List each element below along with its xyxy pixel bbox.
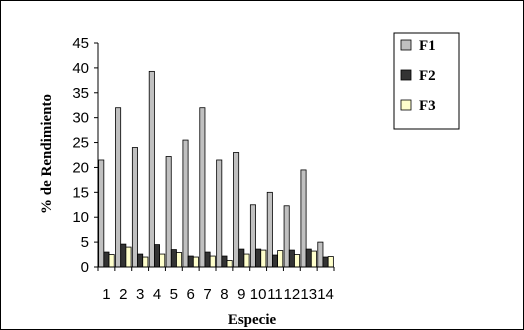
bar-F3-9 [243,253,250,268]
bar-F3-6 [192,256,199,268]
bar-F1-10 [249,204,256,268]
bar-F1-12 [283,205,290,268]
x-axis-title: Especie [228,312,277,328]
bar-F3-8 [226,260,233,268]
x-tick-labels: 1 2 3 4 5 6 7 8 9 10 11 12 13 14 [102,286,334,303]
bar-F3-11 [277,250,284,268]
bar-F2-3 [137,253,144,268]
bar-F3-3 [142,256,149,268]
x-tick-label: 11 [267,286,283,303]
legend-label-F2: F2 [419,68,436,84]
bar-F1-6 [182,139,189,268]
bar-F2-8 [221,255,228,268]
y-tick-label: 15 [72,184,89,201]
bar-F3-1 [108,254,115,268]
bar-F2-4 [153,244,160,268]
x-tick-label: 5 [170,286,178,303]
y-tick-label: 20 [72,159,89,176]
bar-F2-12 [288,249,295,268]
bar-F1-13 [300,169,307,268]
legend-swatch-F3 [400,99,412,111]
y-tick-label: 5 [81,234,89,251]
legend-swatch-F1 [400,39,412,51]
bar-F2-10 [255,248,262,268]
y-axis-title: % de Rendimiento [39,94,55,214]
y-tick-label: 25 [72,135,89,152]
x-tick-label: 8 [220,286,228,303]
bar-F1-4 [148,70,155,268]
bar-F3-13 [310,250,317,268]
x-tick-label: 3 [136,286,144,303]
x-tick-label: 13 [300,286,317,303]
y-tick-label: 35 [72,85,89,102]
bar-F2-11 [271,254,278,268]
legend: F1 F2 F3 [393,32,460,130]
y-tick-label: 0 [81,259,89,276]
bar-F3-7 [209,255,216,268]
legend-label-F1: F1 [419,38,436,54]
y-tick-labels: 0 5 10 15 20 25 30 35 40 45 [72,35,89,276]
axes [94,42,335,271]
x-tick-label: 7 [203,286,211,303]
legend-swatch-F2 [400,69,412,81]
x-tick-label: 9 [237,286,245,303]
bar-F2-7 [204,251,211,268]
bar-F1-7 [199,107,206,268]
x-tick-label: 14 [317,286,334,303]
bars [98,70,334,268]
y-tick-label: 45 [72,35,89,52]
bar-F1-3 [131,147,138,268]
bar-F2-5 [170,249,177,268]
x-tick-label: 2 [119,286,127,303]
y-tick-label: 30 [72,110,89,127]
bar-F3-10 [260,249,267,268]
legend-label-F3: F3 [419,98,436,114]
bar-F1-9 [233,152,240,268]
bar-F1-5 [165,156,172,268]
y-tick-label: 10 [72,209,89,226]
bar-F1-2 [115,107,122,268]
x-tick-label: 6 [187,286,195,303]
bar-F1-11 [266,191,273,268]
bar-F3-2 [125,246,132,268]
x-tick-label: 12 [284,286,301,303]
bar-F2-14 [322,256,329,268]
bar-F3-14 [327,256,334,268]
x-tick-label: 4 [153,286,161,303]
bar-F2-2 [120,243,127,268]
bar-F2-9 [238,248,245,268]
bar-F2-6 [187,255,194,268]
bar-F2-13 [305,248,312,268]
y-tick-label: 40 [72,60,89,77]
x-tick-label: 1 [102,286,110,303]
bar-F1-14 [317,241,324,268]
bar-F1-1 [98,159,105,268]
bar-F3-5 [176,252,183,268]
x-tick-label: 10 [250,286,267,303]
bar-F2-1 [103,251,110,268]
bar-F1-8 [216,159,223,268]
bar-F3-4 [159,253,166,268]
bar-F3-12 [294,254,301,268]
